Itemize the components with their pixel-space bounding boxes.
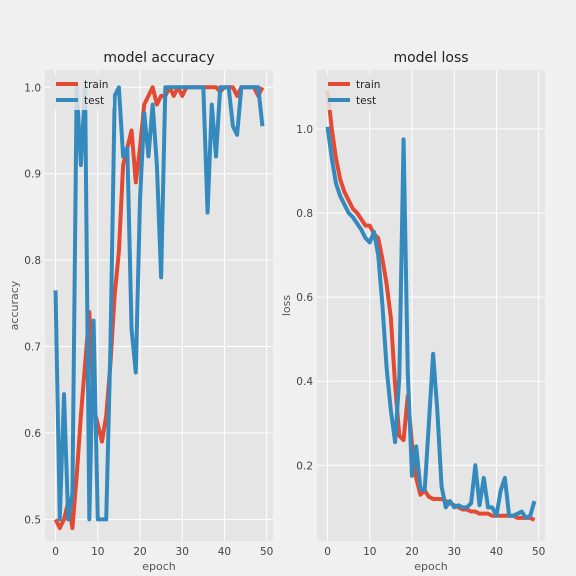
chart-2-xtick-label: 0 [324,546,331,558]
chart-2-series-test-line [325,126,537,520]
chart-1-legend: train test [51,74,113,110]
chart-2-ytick-label: 0.8 [296,208,313,220]
chart-1-ylabel: accuracy [8,280,21,330]
chart-2: 0 10 20 30 40 50 0.2 0.4 0.6 0.8 1.0 model loss epoc… [280,50,545,573]
chart-2-xtick-label: 10 [363,546,376,558]
chart-2-ytick-label: 0.2 [296,460,313,472]
chart-2-xlabel: epoch [414,560,448,573]
chart-2-ytick-label: 1.0 [296,124,313,136]
chart-2-xtick-label: 50 [532,546,545,558]
chart-2-xtick-label: 30 [448,546,461,558]
chart-1-series-test-line [53,85,265,522]
chart-1-xtick-label: 20 [133,546,146,558]
chart-1-ytick-label: 0.6 [24,428,41,440]
chart-2-ytick-label: 0.6 [296,292,313,304]
chart-1-xtick-label: 0 [52,546,59,558]
chart-2-title: model loss [393,50,468,66]
chart-2-ytick-label: 0.4 [296,376,313,388]
chart-1: 0 10 20 30 40 50 0.5 0.6 0.7 0.8 0.9 1.0 model accur… [8,50,273,573]
chart-1-ytick-label: 0.9 [24,169,41,181]
chart-1-legend-label-test: test [84,95,104,107]
chart-1-xlabel: epoch [142,560,176,573]
chart-2-ylabel: loss [280,295,293,317]
chart-1-ytick-label: 0.5 [24,514,41,526]
chart-1-xtick-label: 40 [218,546,231,558]
chart-2-plot-area [317,70,545,541]
chart-1-ytick-label: 0.7 [24,342,41,354]
chart-2-xtick-label: 20 [405,546,418,558]
chart-1-ytick-label: 1.0 [24,82,41,94]
chart-1-xtick-label: 50 [260,546,273,558]
chart-1-xtick-label: 30 [176,546,189,558]
chart-1-title: model accuracy [103,50,214,66]
chart-2-legend-label-train: train [356,79,380,91]
chart-2-xtick-label: 40 [490,546,503,558]
chart-2-legend-label-test: test [356,95,376,107]
chart-2-legend: train test [323,74,385,110]
chart-1-xtick-label: 10 [91,546,104,558]
chart-2-series-train-line [325,90,536,522]
chart-1-legend-label-train: train [84,79,108,91]
chart-1-ytick-label: 0.8 [24,255,41,267]
